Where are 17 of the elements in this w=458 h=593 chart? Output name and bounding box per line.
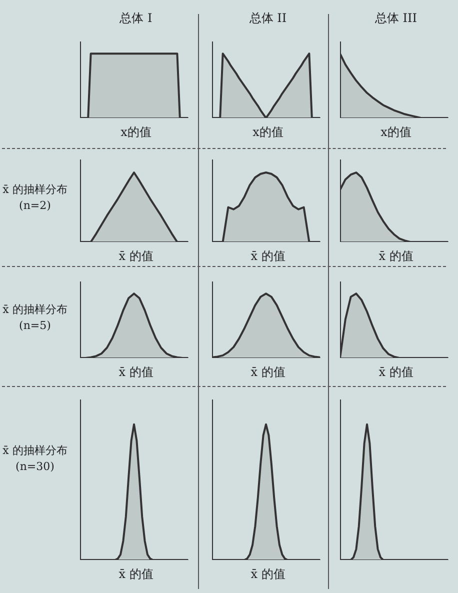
text: x̄ 的抽样分布(n=2) — [2, 182, 68, 214]
x-axis-title: x̄ 的值 — [118, 364, 154, 381]
x-axis-title: x̄ 的值 — [250, 566, 286, 583]
x-axis-title: x̄ 的值 — [378, 364, 414, 381]
chart-title: 总体 I — [118, 10, 154, 27]
x-axis-title: x的值 — [380, 124, 412, 141]
text: x̄ 的抽样分布(n=30) — [2, 443, 68, 476]
chart-title: 总体 III — [374, 10, 418, 27]
x-axis-title: x的值 — [120, 124, 152, 141]
x-axis-title: x̄ 的值 — [118, 566, 154, 583]
chart-title: 总体 II — [248, 10, 288, 27]
x-axis-title: x̄ 的值 — [250, 248, 286, 265]
x-axis-title: x的值 — [252, 124, 284, 141]
text: x̄ 的抽样分布(n=5) — [2, 302, 68, 334]
x-axis-title: x̄ 的值 — [378, 248, 414, 265]
x-axis-title: x̄ 的值 — [118, 248, 154, 265]
x-axis-title: x̄ 的值 — [250, 364, 286, 381]
